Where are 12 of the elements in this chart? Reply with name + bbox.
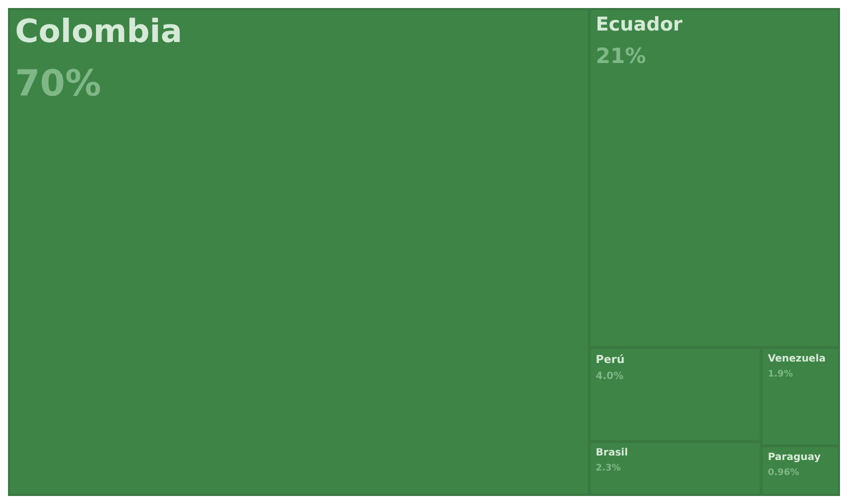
data-label: 0.96% [768, 468, 800, 478]
data-label: 70% [15, 64, 102, 105]
category-label: Colombia [15, 12, 182, 50]
category-label: Paraguay [768, 452, 822, 463]
category-label: Ecuador [596, 14, 684, 36]
data-label: 2.3% [596, 464, 621, 474]
data-label: 1.9% [768, 370, 793, 380]
category-label: Venezuela [768, 354, 826, 365]
category-label: Perú [596, 353, 625, 366]
data-label: 4.0% [596, 371, 624, 382]
category-label: Brasil [596, 448, 628, 458]
data-label: 21% [596, 44, 646, 68]
